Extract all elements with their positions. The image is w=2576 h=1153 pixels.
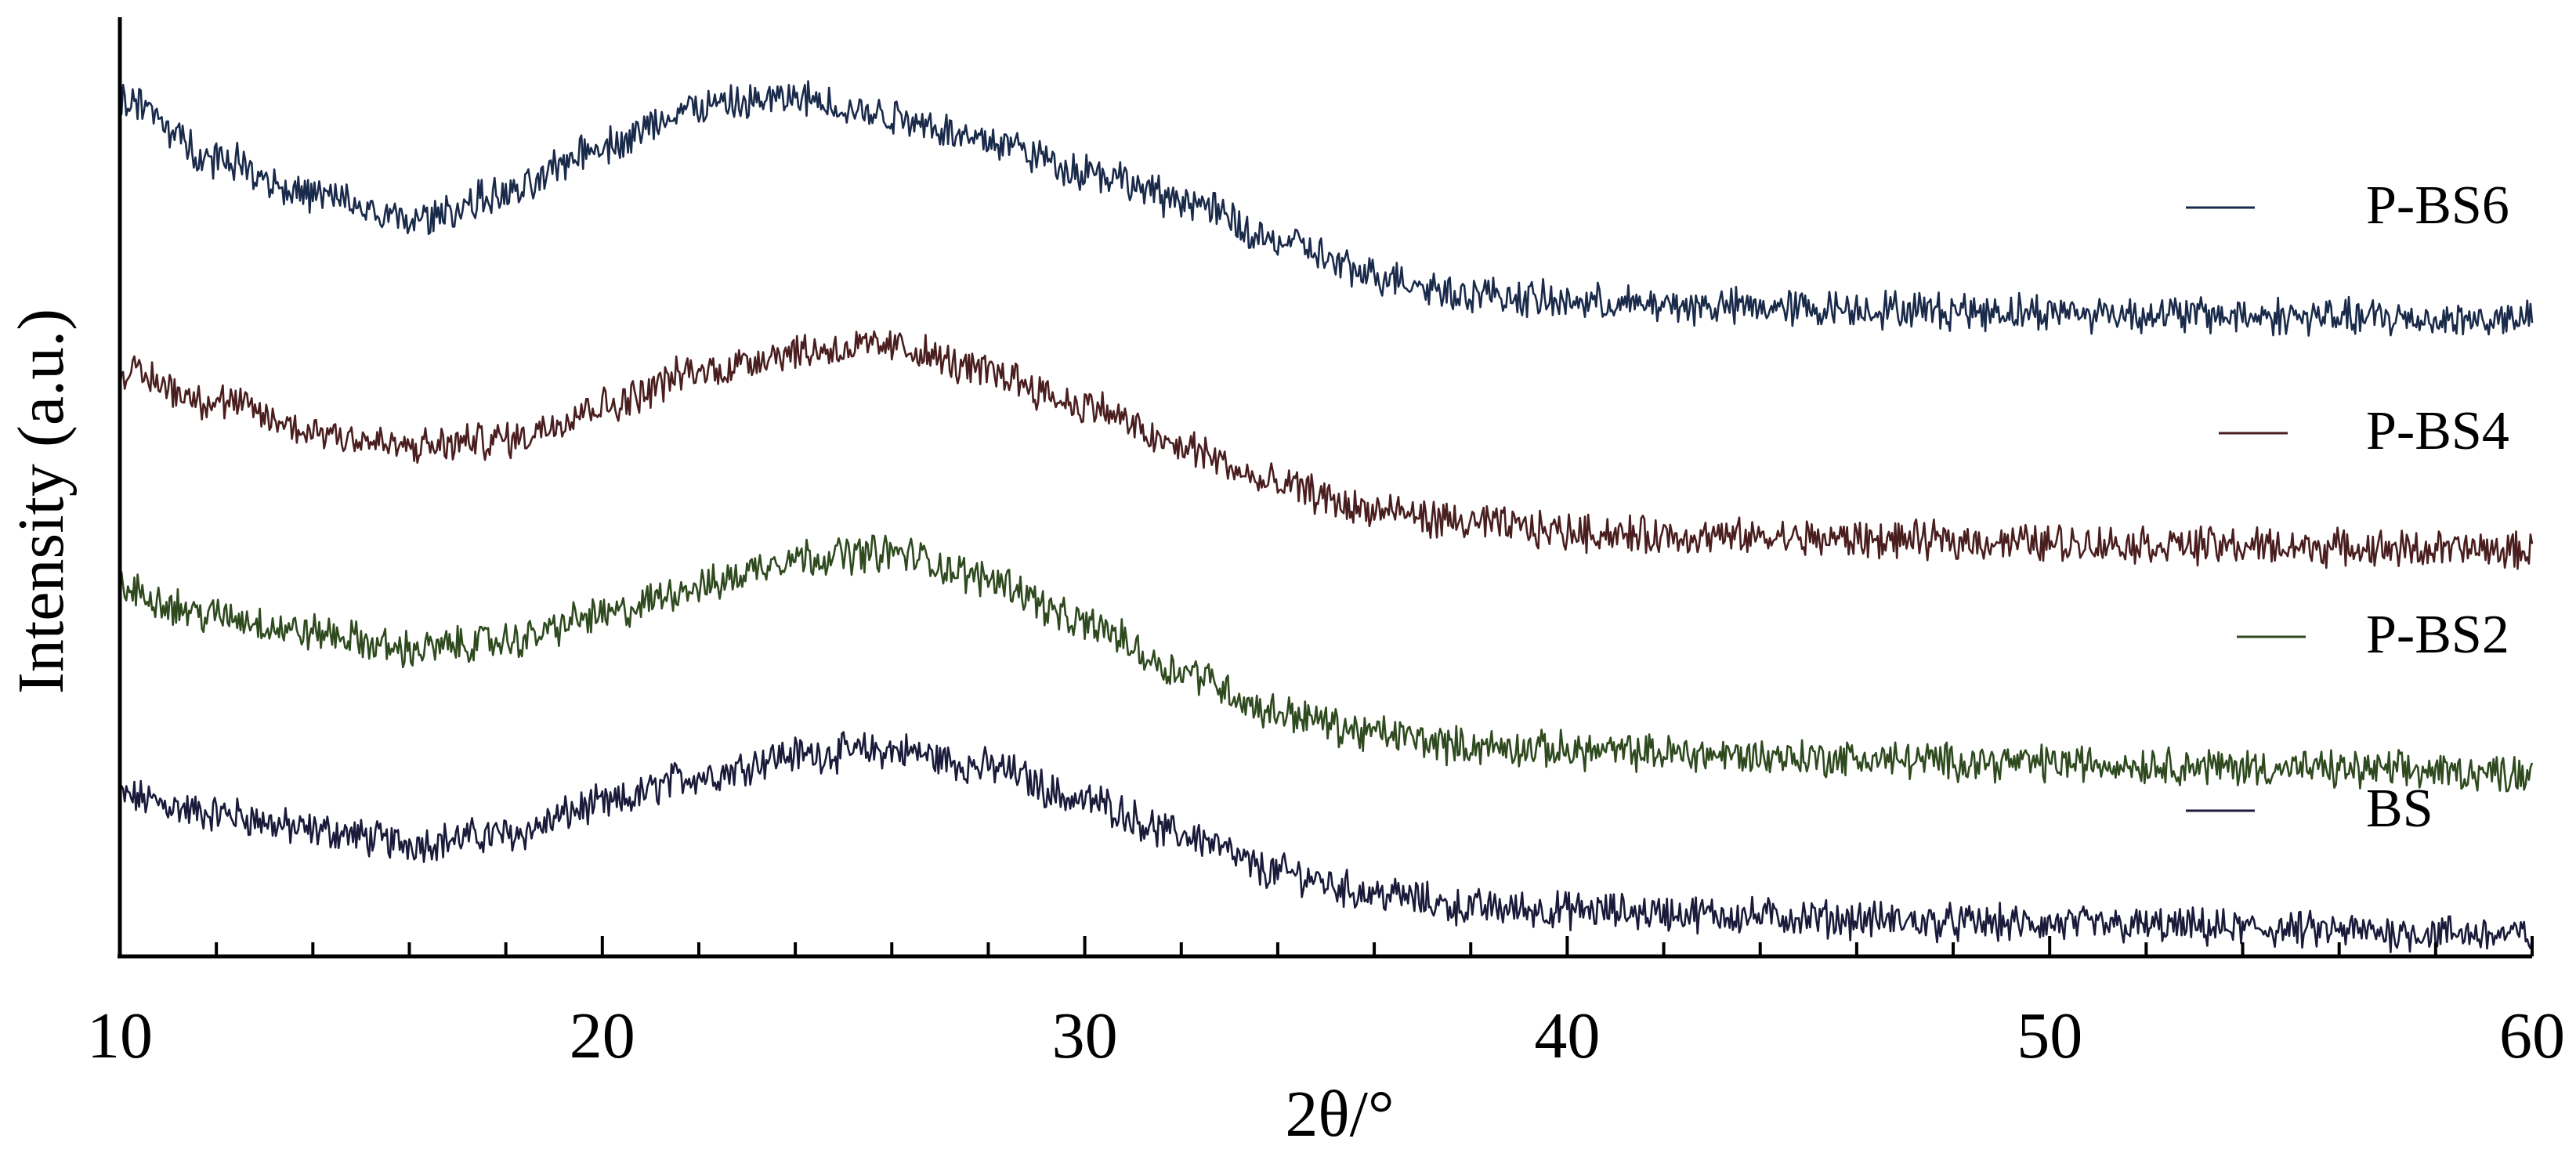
legend: P-BS6 P-BS4 P-BS2 BS xyxy=(2186,175,2509,839)
x-tick-label: 30 xyxy=(1052,999,1118,1072)
x-tick-label: 20 xyxy=(570,999,635,1072)
legend-item-p-bs6: P-BS6 xyxy=(2186,175,2509,236)
series-line-p-bs2 xyxy=(118,534,2534,793)
legend-label: P-BS2 xyxy=(2366,605,2509,665)
legend-label: P-BS6 xyxy=(2366,175,2509,236)
x-ticks xyxy=(118,936,2534,956)
x-tick-label: 50 xyxy=(2017,999,2082,1072)
series-line-p-bs6 xyxy=(118,80,2534,337)
x-tick-labels: 10 20 30 40 50 60 xyxy=(87,999,2565,1072)
x-axis-title: 2θ/° xyxy=(1285,1078,1394,1151)
legend-label: P-BS4 xyxy=(2366,401,2509,461)
series-line-bs xyxy=(118,731,2534,953)
axes xyxy=(118,17,2532,959)
x-tick-label: 10 xyxy=(87,999,153,1072)
x-tick-label: 60 xyxy=(2499,999,2565,1072)
series-lines xyxy=(118,80,2534,953)
x-tick-label: 40 xyxy=(1534,999,1600,1072)
y-axis-title: Intensity (a.u.) xyxy=(5,309,78,694)
legend-item-bs: BS xyxy=(2186,779,2433,839)
legend-label: BS xyxy=(2366,779,2433,839)
legend-item-p-bs4: P-BS4 xyxy=(2219,401,2509,461)
series-line-p-bs4 xyxy=(118,330,2534,570)
legend-item-p-bs2: P-BS2 xyxy=(2237,605,2509,665)
